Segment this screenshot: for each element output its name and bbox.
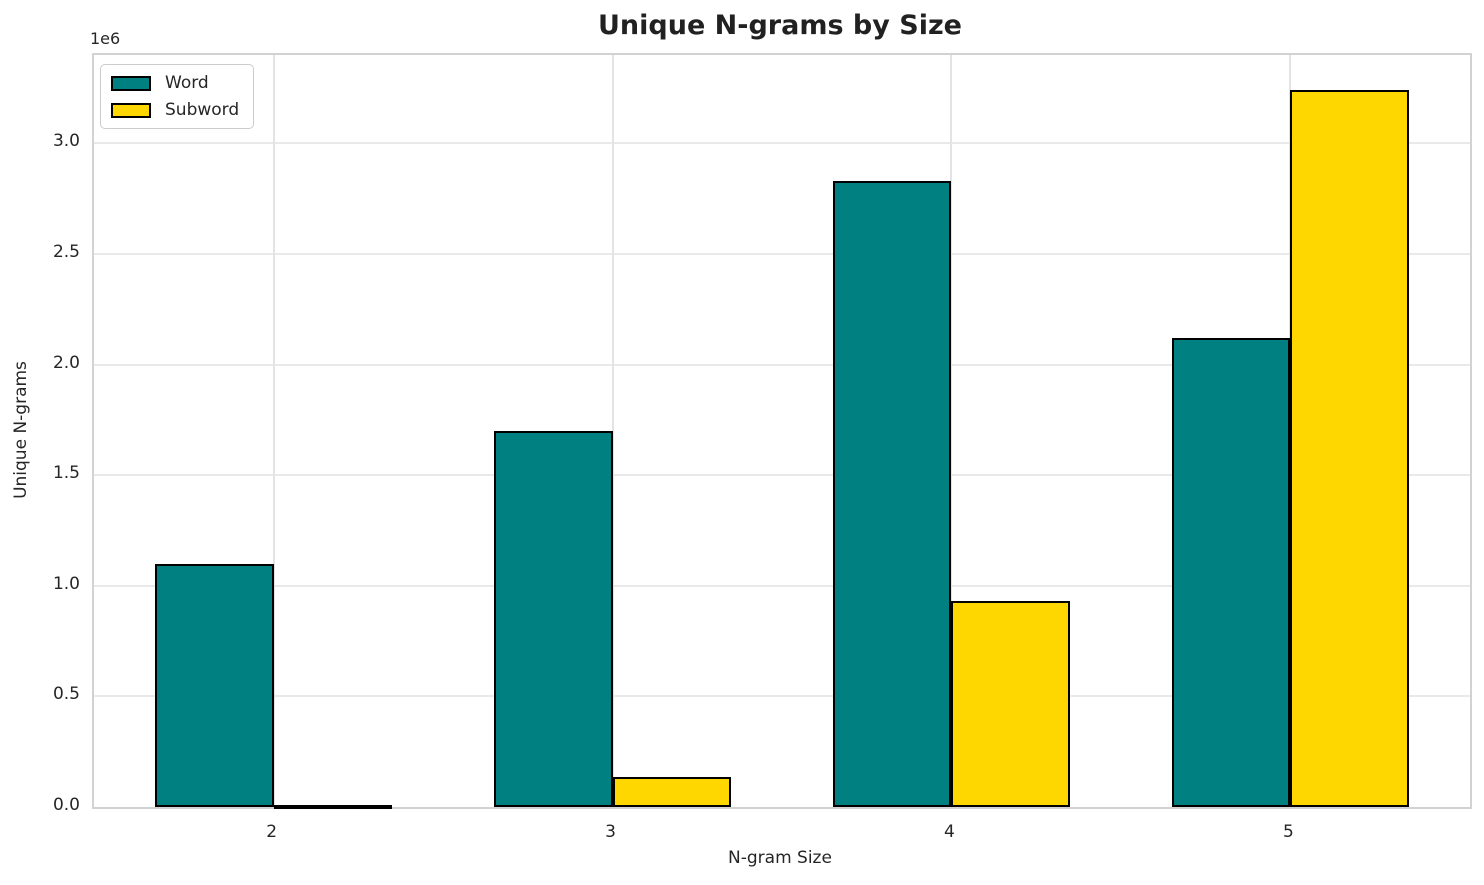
legend-item-word: Word — [111, 73, 239, 93]
h-gridline — [94, 363, 1470, 366]
v-gridline — [611, 55, 614, 807]
y-tick-label: 2.5 — [52, 242, 80, 263]
y-tick-label: 0.0 — [52, 795, 80, 815]
legend-label-word: Word — [165, 73, 209, 93]
y-tick-label: 2.0 — [52, 352, 80, 373]
bar-word-n3 — [493, 431, 613, 807]
x-tick-label: 2 — [266, 822, 278, 842]
v-gridline — [950, 55, 953, 807]
plot-area — [92, 53, 1472, 809]
y-tick-label: 1.5 — [52, 463, 80, 484]
bar-word-n2 — [155, 563, 274, 807]
bar-subword-n3 — [612, 777, 732, 807]
legend-swatch-subword — [111, 102, 151, 118]
x-tick-label: 5 — [1282, 822, 1294, 842]
bar-subword-n5 — [1290, 90, 1409, 807]
bar-word-n5 — [1171, 338, 1291, 807]
bar-subword-n4 — [951, 601, 1071, 807]
legend-item-subword: Subword — [111, 100, 239, 120]
h-gridline — [94, 253, 1470, 256]
h-gridline — [94, 584, 1470, 587]
y-tick-label: 3.0 — [52, 131, 80, 152]
h-gridline — [94, 474, 1470, 477]
chart-title: Unique N-grams by Size — [598, 10, 962, 41]
bar-word-n4 — [832, 181, 952, 807]
y-axis-offset-text: 1e6 — [90, 29, 121, 48]
legend-label-subword: Subword — [165, 100, 240, 120]
h-gridline — [94, 142, 1470, 145]
y-tick-label: 1.0 — [52, 573, 80, 594]
x-axis-label: N-gram Size — [728, 848, 832, 868]
h-gridline — [94, 695, 1470, 698]
legend-swatch-word — [111, 75, 151, 91]
legend: Word Subword — [100, 64, 255, 129]
y-tick-label: 0.5 — [52, 684, 80, 705]
v-gridline — [272, 55, 275, 807]
x-tick-label: 4 — [944, 822, 955, 842]
x-tick-label: 3 — [605, 822, 616, 842]
bar-subword-n2 — [273, 804, 393, 809]
